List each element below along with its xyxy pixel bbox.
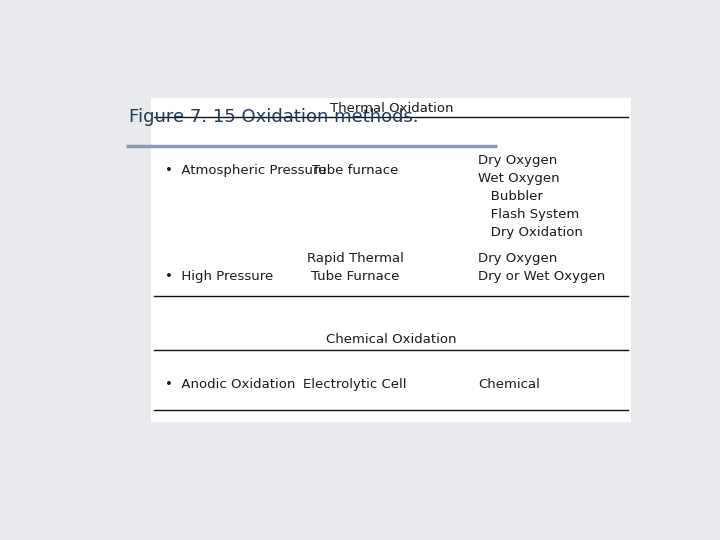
Text: Chemical Oxidation: Chemical Oxidation (326, 333, 456, 346)
Text: •  High Pressure: • High Pressure (166, 271, 274, 284)
Text: Rapid Thermal: Rapid Thermal (307, 252, 403, 265)
Text: Tube Furnace: Tube Furnace (311, 271, 399, 284)
Text: Figure 7. 15 Oxidation methods.: Figure 7. 15 Oxidation methods. (129, 108, 419, 126)
Text: Dry Oxygen: Dry Oxygen (478, 252, 557, 265)
Text: •  Atmospheric Pressure: • Atmospheric Pressure (166, 164, 327, 177)
Text: Electrolytic Cell: Electrolytic Cell (303, 379, 407, 392)
Text: •  Anodic Oxidation: • Anodic Oxidation (166, 379, 296, 392)
FancyBboxPatch shape (151, 98, 631, 422)
Text: Tube furnace: Tube furnace (312, 164, 398, 177)
Text: Chemical: Chemical (478, 379, 540, 392)
Text: Thermal Oxidation: Thermal Oxidation (330, 102, 453, 115)
Text: Dry or Wet Oxygen: Dry or Wet Oxygen (478, 271, 605, 284)
Text: Dry Oxygen
Wet Oxygen
   Bubbler
   Flash System
   Dry Oxidation: Dry Oxygen Wet Oxygen Bubbler Flash Syst… (478, 154, 582, 239)
